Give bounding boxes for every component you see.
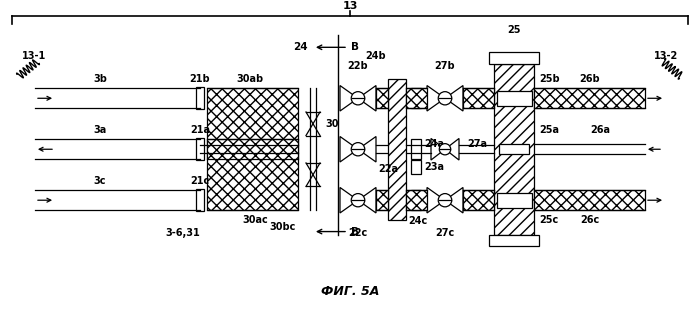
- Text: 25c: 25c: [539, 215, 559, 225]
- Bar: [494, 64, 534, 235]
- Polygon shape: [427, 86, 445, 111]
- Bar: [534, 190, 645, 210]
- Text: 21a: 21a: [190, 125, 210, 134]
- Text: 25: 25: [508, 25, 521, 35]
- Text: 25b: 25b: [539, 74, 559, 83]
- Bar: [196, 87, 204, 109]
- Bar: [406, 190, 427, 210]
- Text: 22b: 22b: [348, 61, 368, 71]
- Text: 30bc: 30bc: [270, 222, 296, 232]
- Text: 3c: 3c: [94, 176, 106, 185]
- Polygon shape: [431, 138, 445, 160]
- Bar: [411, 88, 421, 108]
- Bar: [376, 88, 388, 108]
- Polygon shape: [358, 86, 376, 111]
- Circle shape: [438, 193, 452, 207]
- Bar: [411, 139, 421, 159]
- Text: 30ac: 30ac: [242, 215, 268, 225]
- Text: 21b: 21b: [190, 74, 210, 83]
- Text: 30ab: 30ab: [237, 74, 264, 83]
- Bar: [207, 139, 298, 210]
- Text: 26b: 26b: [580, 74, 601, 83]
- Text: ФИГ. 5А: ФИГ. 5А: [321, 285, 379, 298]
- Bar: [196, 138, 204, 160]
- Circle shape: [351, 143, 365, 156]
- Text: 27a: 27a: [467, 139, 487, 149]
- Bar: [411, 190, 421, 210]
- Polygon shape: [427, 188, 445, 213]
- Bar: [496, 193, 531, 208]
- Bar: [411, 160, 421, 174]
- Text: 24b: 24b: [365, 51, 386, 61]
- Text: 24a: 24a: [424, 139, 444, 149]
- Text: 3a: 3a: [93, 125, 106, 134]
- Text: 30: 30: [325, 119, 339, 129]
- Text: B: B: [351, 42, 359, 52]
- Bar: [496, 91, 531, 106]
- Text: 21c: 21c: [190, 176, 209, 185]
- Bar: [499, 144, 529, 154]
- Text: 27c: 27c: [435, 228, 454, 238]
- Circle shape: [438, 92, 452, 105]
- Text: 27b: 27b: [435, 61, 455, 71]
- Text: 26a: 26a: [590, 125, 610, 134]
- Bar: [388, 79, 406, 220]
- Bar: [534, 88, 645, 108]
- Bar: [489, 235, 539, 246]
- Polygon shape: [340, 86, 358, 111]
- Text: 24: 24: [293, 42, 308, 52]
- Polygon shape: [445, 138, 459, 160]
- Polygon shape: [445, 86, 463, 111]
- Bar: [196, 189, 204, 211]
- Text: 25a: 25a: [539, 125, 559, 134]
- Polygon shape: [340, 188, 358, 213]
- Text: 22a: 22a: [378, 164, 398, 174]
- Bar: [406, 88, 427, 108]
- Bar: [207, 88, 298, 159]
- Polygon shape: [358, 188, 376, 213]
- Text: 23a: 23a: [424, 162, 444, 172]
- Polygon shape: [445, 188, 463, 213]
- Text: 13: 13: [342, 1, 358, 11]
- Circle shape: [351, 92, 365, 105]
- Bar: [463, 88, 494, 108]
- Text: 24c: 24c: [408, 216, 428, 226]
- Circle shape: [440, 144, 451, 155]
- Bar: [463, 190, 494, 210]
- Polygon shape: [340, 137, 358, 162]
- Text: 3-6,31: 3-6,31: [166, 228, 200, 238]
- Text: 13-2: 13-2: [654, 51, 678, 61]
- Text: 13-1: 13-1: [22, 51, 46, 61]
- Text: 22c: 22c: [349, 228, 368, 238]
- Text: 3b: 3b: [93, 74, 107, 83]
- Polygon shape: [358, 137, 376, 162]
- Bar: [376, 190, 388, 210]
- Bar: [489, 52, 539, 64]
- Text: 26c: 26c: [580, 215, 600, 225]
- Circle shape: [351, 193, 365, 207]
- Text: B: B: [351, 226, 359, 237]
